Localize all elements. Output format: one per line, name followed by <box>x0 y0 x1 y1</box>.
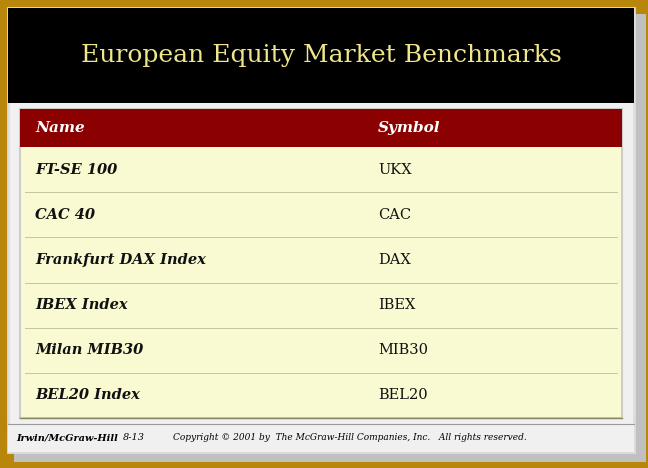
Text: DAX: DAX <box>378 253 411 267</box>
Text: CAC: CAC <box>378 208 411 222</box>
Bar <box>8 8 634 103</box>
Text: Irwin/McGraw-Hill: Irwin/McGraw-Hill <box>16 433 118 443</box>
Text: UKX: UKX <box>378 162 411 176</box>
Text: Symbol: Symbol <box>378 121 441 135</box>
Text: MIB30: MIB30 <box>378 343 428 357</box>
Text: 8-13: 8-13 <box>123 433 145 443</box>
Bar <box>20 109 622 147</box>
Text: European Equity Market Benchmarks: European Equity Market Benchmarks <box>80 44 561 67</box>
Text: Milan MIB30: Milan MIB30 <box>35 343 143 357</box>
Text: Frankfurt DAX Index: Frankfurt DAX Index <box>35 253 206 267</box>
Text: Copyright © 2001 by  The McGraw-Hill Companies, Inc.   All rights reserved.: Copyright © 2001 by The McGraw-Hill Comp… <box>173 433 527 443</box>
Bar <box>20 109 622 418</box>
Text: FT-SE 100: FT-SE 100 <box>35 162 117 176</box>
Text: BEL20: BEL20 <box>378 388 428 402</box>
Text: BEL20 Index: BEL20 Index <box>35 388 140 402</box>
Text: IBEX Index: IBEX Index <box>35 298 128 312</box>
Bar <box>8 424 634 452</box>
Text: Name: Name <box>35 121 85 135</box>
Text: IBEX: IBEX <box>378 298 415 312</box>
Text: CAC 40: CAC 40 <box>35 208 95 222</box>
